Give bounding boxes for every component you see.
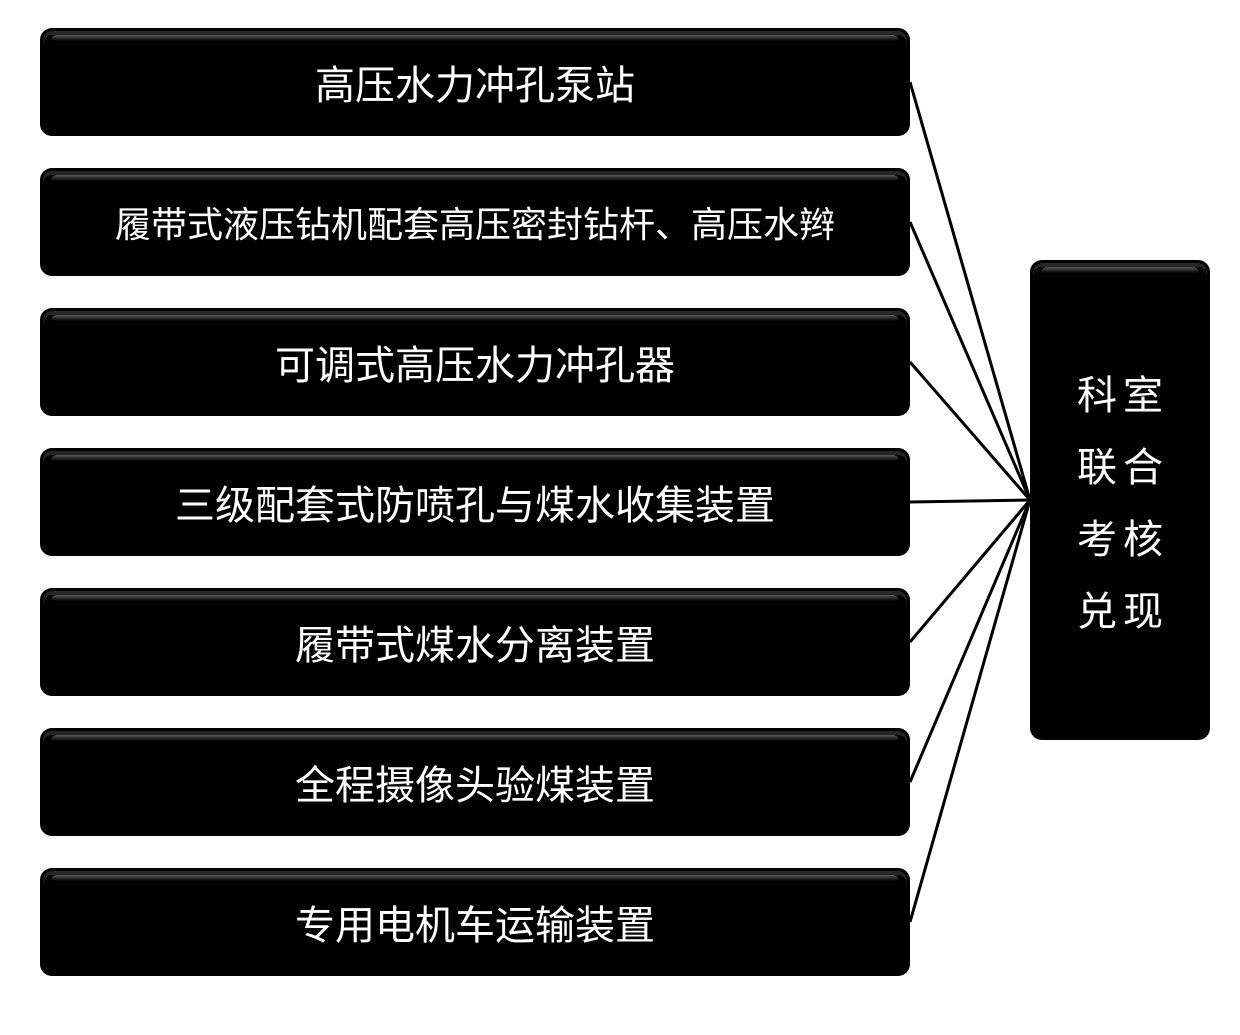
right-box-col-left: 科联考兑	[1077, 363, 1117, 637]
diagram-root: 高压水力冲孔泵站履带式液压钻机配套高压密封钻杆、高压水辫可调式高压水力冲孔器三级…	[0, 0, 1240, 1035]
connector-line	[910, 222, 1030, 500]
left-box-box6: 全程摄像头验煤装置	[40, 728, 910, 836]
left-box-box1: 高压水力冲孔泵站	[40, 28, 910, 136]
right-box-char: 合	[1123, 435, 1163, 493]
left-box-label: 全程摄像头验煤装置	[295, 753, 655, 811]
left-box-box7: 专用电机车运输装置	[40, 868, 910, 976]
right-box-char: 联	[1077, 435, 1117, 493]
right-box-char: 兑	[1077, 579, 1117, 637]
right-box-char: 考	[1077, 507, 1117, 565]
left-box-label: 高压水力冲孔泵站	[315, 53, 635, 111]
right-box-char: 室	[1123, 363, 1163, 421]
right-box-char: 科	[1077, 363, 1117, 421]
left-box-box5: 履带式煤水分离装置	[40, 588, 910, 696]
left-box-label: 履带式液压钻机配套高压密封钻杆、高压水辫	[115, 196, 835, 248]
connector-line	[910, 500, 1030, 922]
right-box-char: 现	[1123, 579, 1163, 637]
left-box-box4: 三级配套式防喷孔与煤水收集装置	[40, 448, 910, 556]
connector-line	[910, 500, 1030, 502]
connector-line	[910, 500, 1030, 642]
left-box-label: 可调式高压水力冲孔器	[275, 333, 675, 391]
left-box-label: 三级配套式防喷孔与煤水收集装置	[175, 473, 775, 531]
left-box-label: 专用电机车运输装置	[295, 893, 655, 951]
right-box-text-wrap: 科联考兑室合核现	[1077, 363, 1163, 637]
right-box: 科联考兑室合核现	[1030, 260, 1210, 740]
right-box-char: 核	[1123, 507, 1163, 565]
connector-line	[910, 82, 1030, 500]
right-box-col-right: 室合核现	[1123, 363, 1163, 637]
connector-line	[910, 362, 1030, 500]
left-box-label: 履带式煤水分离装置	[295, 613, 655, 671]
left-box-box3: 可调式高压水力冲孔器	[40, 308, 910, 416]
connector-line	[910, 500, 1030, 782]
left-box-box2: 履带式液压钻机配套高压密封钻杆、高压水辫	[40, 168, 910, 276]
